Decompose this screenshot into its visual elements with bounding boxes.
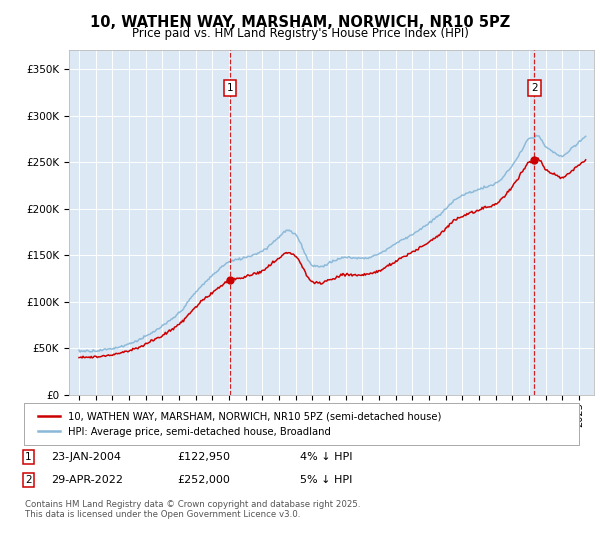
Text: £122,950: £122,950: [177, 452, 230, 462]
Text: Contains HM Land Registry data © Crown copyright and database right 2025.
This d: Contains HM Land Registry data © Crown c…: [25, 500, 361, 520]
Text: 2: 2: [25, 475, 32, 485]
Legend: 10, WATHEN WAY, MARSHAM, NORWICH, NR10 5PZ (semi-detached house), HPI: Average p: 10, WATHEN WAY, MARSHAM, NORWICH, NR10 5…: [35, 408, 444, 440]
Text: Price paid vs. HM Land Registry's House Price Index (HPI): Price paid vs. HM Land Registry's House …: [131, 27, 469, 40]
Text: 10, WATHEN WAY, MARSHAM, NORWICH, NR10 5PZ: 10, WATHEN WAY, MARSHAM, NORWICH, NR10 5…: [90, 15, 510, 30]
Text: 4% ↓ HPI: 4% ↓ HPI: [300, 452, 353, 462]
Text: 2: 2: [531, 83, 538, 92]
Text: 1: 1: [25, 452, 32, 462]
Text: 23-JAN-2004: 23-JAN-2004: [51, 452, 121, 462]
Text: 5% ↓ HPI: 5% ↓ HPI: [300, 475, 352, 485]
Text: 1: 1: [227, 83, 233, 92]
Text: £252,000: £252,000: [177, 475, 230, 485]
Text: 29-APR-2022: 29-APR-2022: [51, 475, 123, 485]
